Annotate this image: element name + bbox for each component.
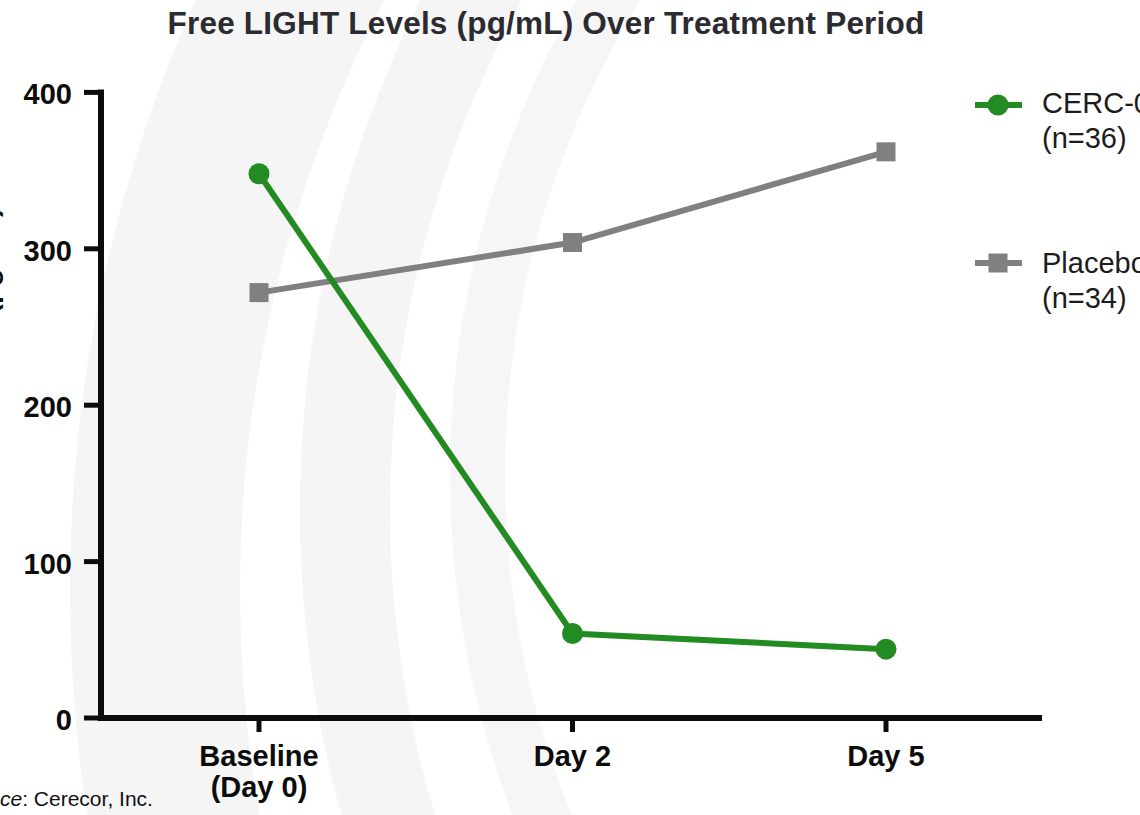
x-category-label: Baseline(Day 0) xyxy=(109,741,409,803)
source-note: ce: Cerecor, Inc. xyxy=(0,787,153,811)
legend-label: Placebo xyxy=(1042,246,1140,281)
legend-marker-square xyxy=(989,254,1008,273)
data-point-square xyxy=(250,283,269,302)
legend-sublabel: (n=34) xyxy=(1042,281,1140,316)
data-point-square xyxy=(563,233,582,252)
x-category-label-line: (Day 0) xyxy=(109,772,409,803)
source-note-italic: ce xyxy=(0,787,22,810)
data-point-circle xyxy=(249,163,270,184)
y-tick-label: 200 xyxy=(2,389,72,425)
x-category-label-line: Day 2 xyxy=(423,741,723,772)
data-point-circle xyxy=(562,623,583,644)
data-point-circle xyxy=(876,639,897,660)
legend-entry-cerc: CERC-0 (n=36) xyxy=(1042,86,1140,156)
legend-entry-placebo: Placebo (n=34) xyxy=(1042,246,1140,316)
source-note-rest: : Cerecor, Inc. xyxy=(22,787,153,810)
x-category-label: Day 5 xyxy=(736,741,1036,772)
legend-label: CERC-0 xyxy=(1042,86,1140,121)
x-category-label-line: Baseline xyxy=(109,741,409,772)
series-line-placebo xyxy=(259,152,886,293)
y-tick-label: 100 xyxy=(2,546,72,582)
legend-marker-circle xyxy=(988,95,1009,116)
x-category-label: Day 2 xyxy=(423,741,723,772)
y-tick-label: 300 xyxy=(2,233,72,269)
chart-page: (pg/mL) Free LIGHT Levels (pg/mL) Over T… xyxy=(0,0,1140,815)
y-tick-label: 400 xyxy=(2,76,72,112)
data-point-square xyxy=(877,142,896,161)
y-tick-label: 0 xyxy=(2,702,72,738)
legend-sublabel: (n=36) xyxy=(1042,121,1140,156)
line-chart xyxy=(0,0,1140,815)
x-category-label-line: Day 5 xyxy=(736,741,1036,772)
